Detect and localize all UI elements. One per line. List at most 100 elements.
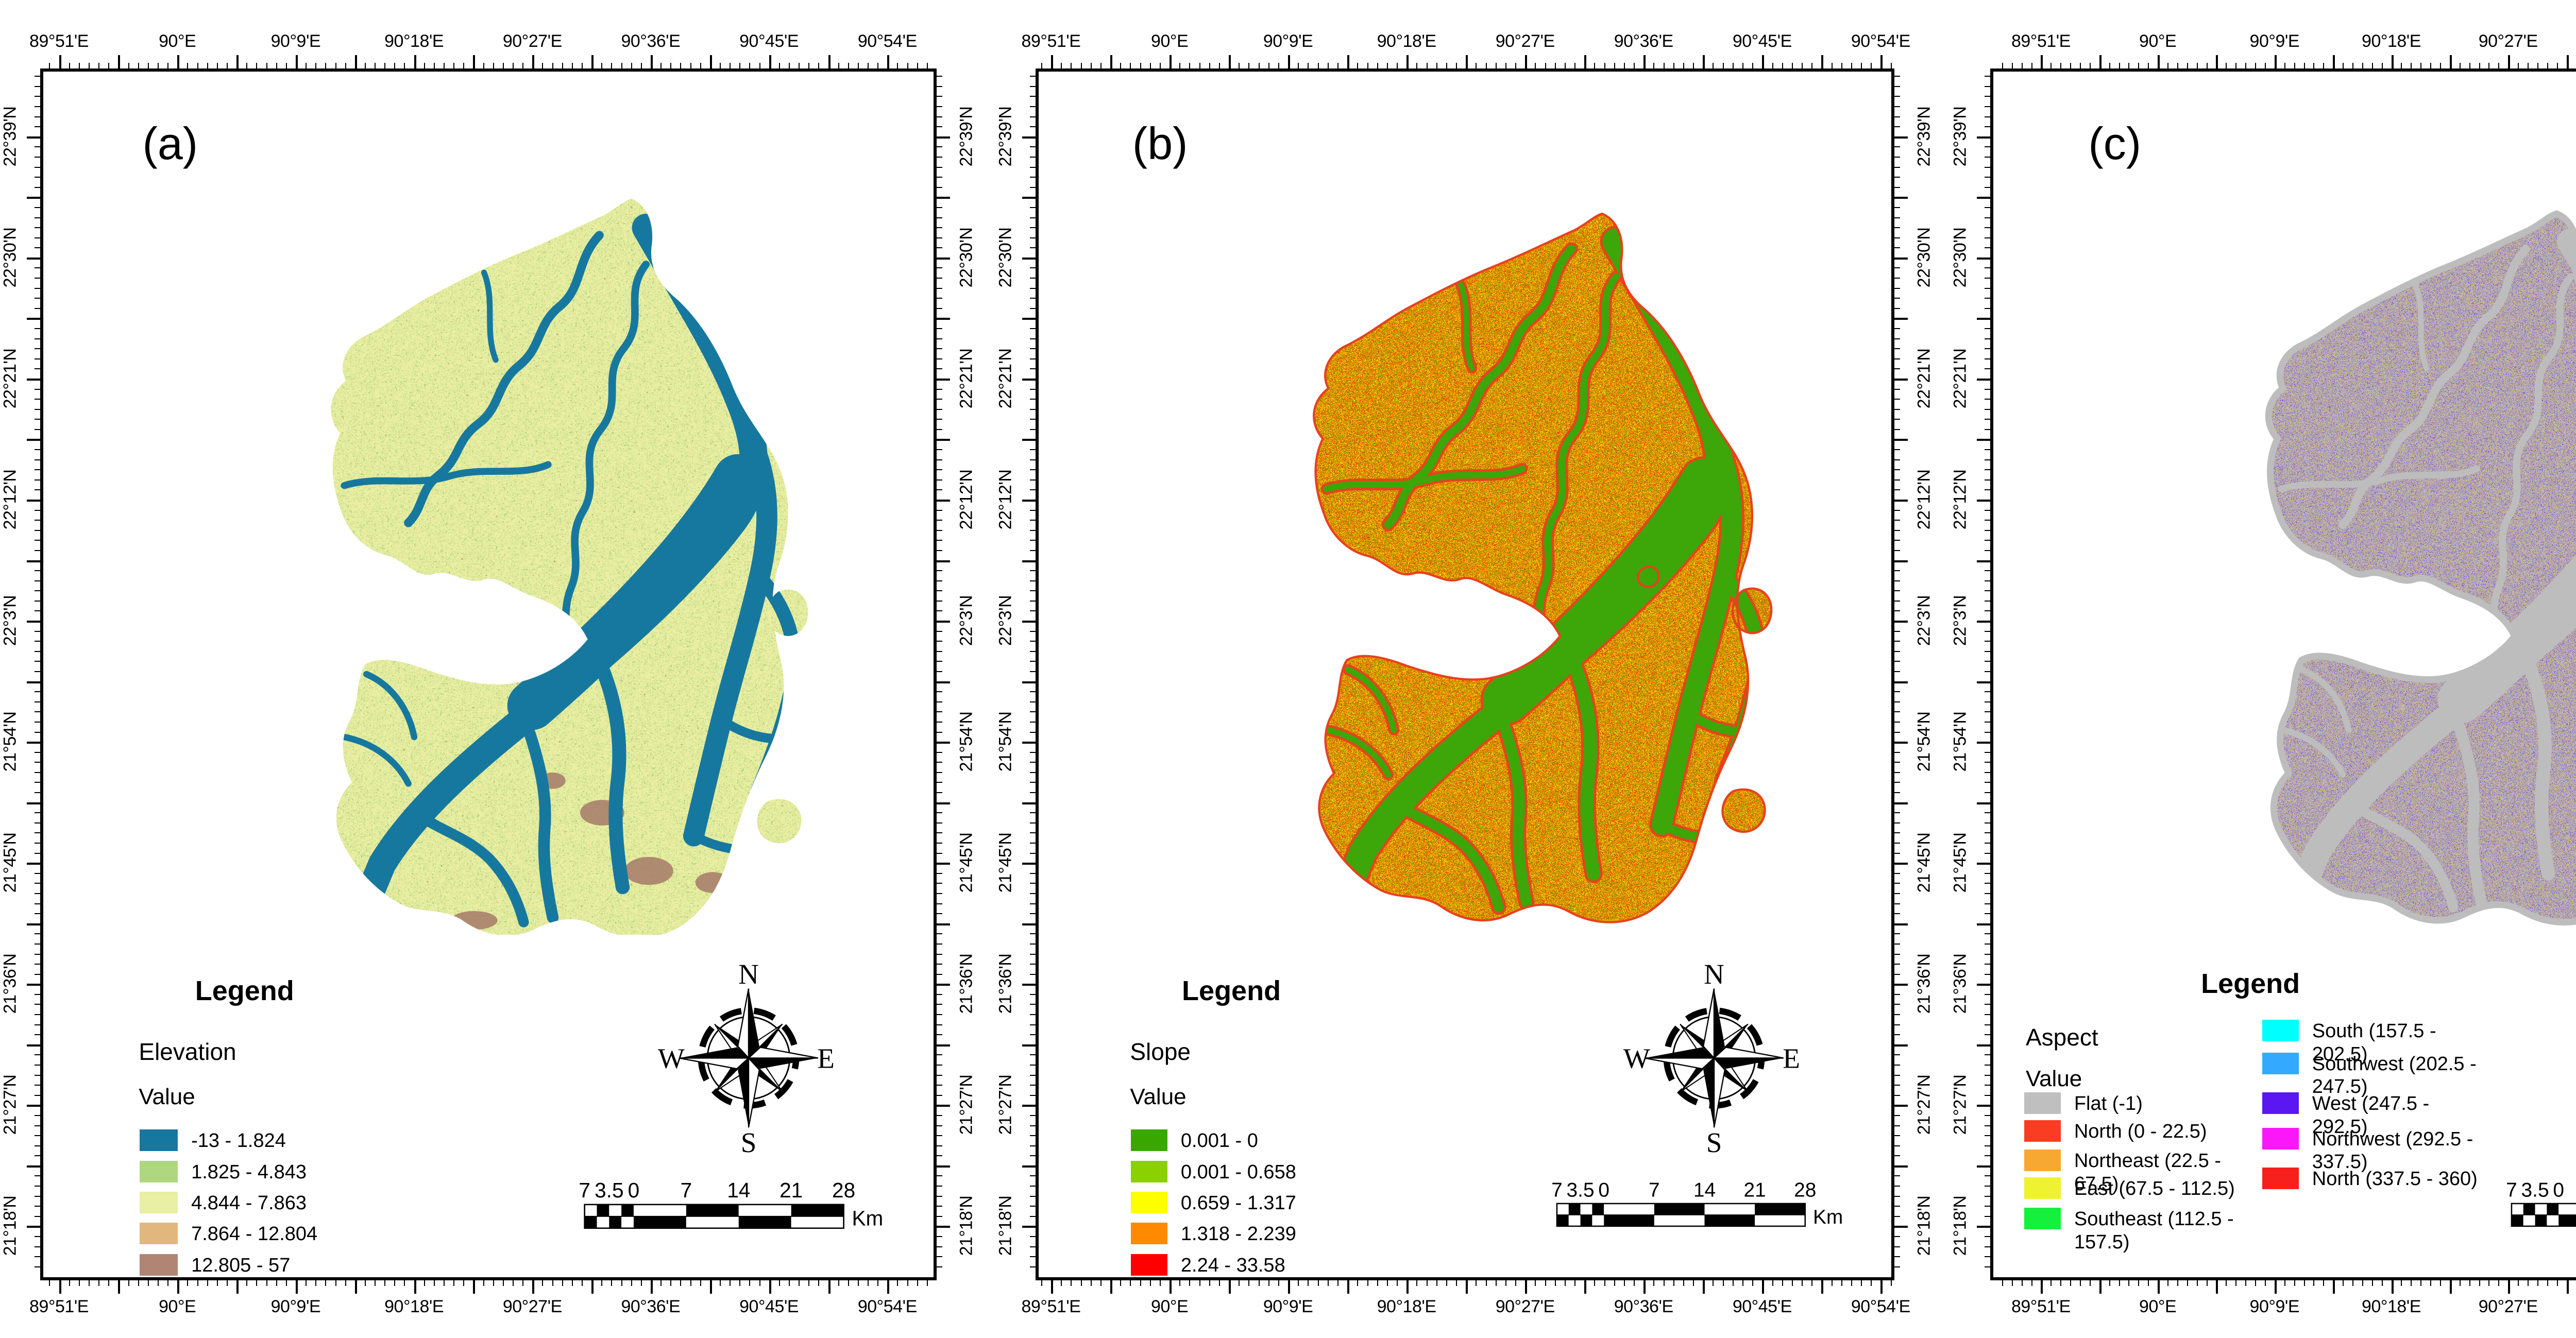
latitude-label: 21°27'N	[1950, 1074, 1970, 1135]
left-axis-tick	[1030, 509, 1036, 511]
bottom-axis-tick	[582, 1280, 583, 1286]
legend-item: 1.318 - 2.239	[1131, 1223, 1438, 1246]
left-axis-tick	[1985, 1004, 1990, 1005]
right-axis-tick	[1894, 671, 1900, 672]
top-axis-tick	[2128, 63, 2130, 68]
right-axis-tick	[937, 509, 942, 511]
right-axis-tick	[1894, 1195, 1900, 1197]
left-axis-tick	[35, 832, 40, 834]
top-axis-tick	[1239, 63, 1240, 68]
right-axis-tick	[1894, 742, 1908, 744]
right-axis-tick	[937, 1175, 942, 1177]
top-axis-tick	[562, 63, 563, 68]
top-axis-tick	[749, 63, 751, 68]
top-axis-tick	[2255, 63, 2256, 68]
left-axis-tick	[1030, 207, 1036, 208]
bottom-axis-tick	[542, 1280, 544, 1286]
longitude-label: 90°45'E	[1732, 1297, 1792, 1316]
latitude-label: 21°27'N	[0, 1074, 20, 1135]
longitude-label: 90°9'E	[270, 1297, 321, 1316]
right-axis-tick	[937, 984, 950, 986]
longitude-label: 90°27'E	[502, 1297, 562, 1316]
left-axis-tick	[1030, 76, 1036, 77]
latitude-label: 21°27'N	[1914, 1074, 1934, 1135]
left-axis-tick	[35, 953, 40, 955]
top-axis-tick	[1673, 63, 1674, 68]
bottom-axis-tick	[513, 1280, 514, 1286]
left-axis-tick	[1030, 1175, 1036, 1177]
left-axis-tick	[1030, 661, 1036, 662]
bottom-axis-tick	[2119, 1280, 2120, 1286]
longitude-label: 90°27'E	[1495, 31, 1555, 51]
top-axis-tick	[1149, 63, 1151, 68]
top-axis-tick	[532, 55, 535, 68]
bottom-axis-tick	[49, 1280, 50, 1286]
bottom-axis-tick	[315, 1280, 317, 1286]
top-axis-tick	[2041, 55, 2043, 68]
latitude-label: 21°45'N	[956, 832, 976, 893]
bottom-axis-tick	[2323, 1280, 2325, 1286]
slope-map	[1313, 212, 1773, 923]
left-axis-tick	[1985, 913, 1990, 915]
left-axis-tick	[1977, 923, 1990, 925]
latitude-label: 21°18'N	[956, 1196, 976, 1256]
left-axis-tick	[1030, 822, 1036, 824]
latitude-label: 21°18'N	[1914, 1196, 1934, 1256]
right-axis-tick	[937, 388, 942, 390]
bottom-axis-tick	[1791, 1280, 1793, 1286]
bottom-axis-tick	[1071, 1280, 1072, 1286]
top-axis-tick	[49, 63, 50, 68]
left-axis-tick	[1030, 1024, 1036, 1025]
legend-swatch	[140, 1223, 178, 1245]
left-axis-tick	[1985, 529, 1990, 531]
bottom-axis-tick	[1594, 1280, 1596, 1286]
legend-item: Southeast (112.5 - 157.5)	[2024, 1207, 2267, 1254]
legend-layer-name: Aspect	[2026, 1024, 2098, 1051]
top-axis-tick	[2050, 63, 2052, 68]
top-axis-tick	[2401, 63, 2402, 68]
longitude-label: 90°54'E	[1851, 31, 1910, 51]
left-axis-tick	[1985, 832, 1990, 834]
bottom-axis-tick	[690, 1280, 691, 1286]
left-axis-tick	[1985, 96, 1990, 97]
top-axis-tick	[769, 55, 771, 68]
bottom-axis-tick	[394, 1280, 396, 1286]
top-axis-tick	[709, 55, 712, 68]
top-axis-tick	[2294, 63, 2295, 68]
left-axis-tick	[35, 782, 40, 783]
right-axis-tick	[937, 1186, 942, 1187]
right-axis-tick	[937, 428, 942, 430]
left-axis-tick	[35, 529, 40, 531]
left-axis-tick	[35, 106, 40, 107]
top-axis-tick	[1179, 63, 1181, 68]
left-axis-tick	[27, 1226, 40, 1228]
left-axis-tick	[1985, 843, 1990, 844]
left-axis-tick	[35, 731, 40, 733]
top-axis-tick	[1643, 55, 1646, 68]
top-axis-tick	[2089, 63, 2091, 68]
top-axis-tick	[306, 63, 307, 68]
bottom-axis-tick	[1367, 1280, 1368, 1286]
top-axis-tick	[1357, 63, 1359, 68]
latitude-label: 21°18'N	[995, 1196, 1015, 1256]
left-axis-tick	[27, 923, 40, 925]
right-axis-tick	[937, 479, 942, 481]
left-axis-tick	[1030, 278, 1036, 279]
left-axis-tick	[35, 509, 40, 511]
right-axis-tick	[1894, 973, 1900, 975]
right-axis-tick	[937, 650, 942, 652]
top-axis-tick	[473, 55, 476, 68]
bottom-axis-tick	[1535, 1280, 1536, 1286]
left-axis-tick	[35, 1024, 40, 1025]
left-axis-tick	[1030, 298, 1036, 299]
right-axis-tick	[1894, 96, 1900, 97]
bottom-axis-tick	[1614, 1280, 1615, 1286]
right-axis-tick	[937, 278, 942, 279]
top-axis-tick	[167, 63, 169, 68]
left-axis-tick	[35, 641, 40, 642]
left-axis-tick	[35, 771, 40, 773]
bottom-axis-tick	[1604, 1280, 1605, 1286]
top-axis-tick	[2070, 63, 2071, 68]
left-axis-tick	[1985, 287, 1990, 289]
